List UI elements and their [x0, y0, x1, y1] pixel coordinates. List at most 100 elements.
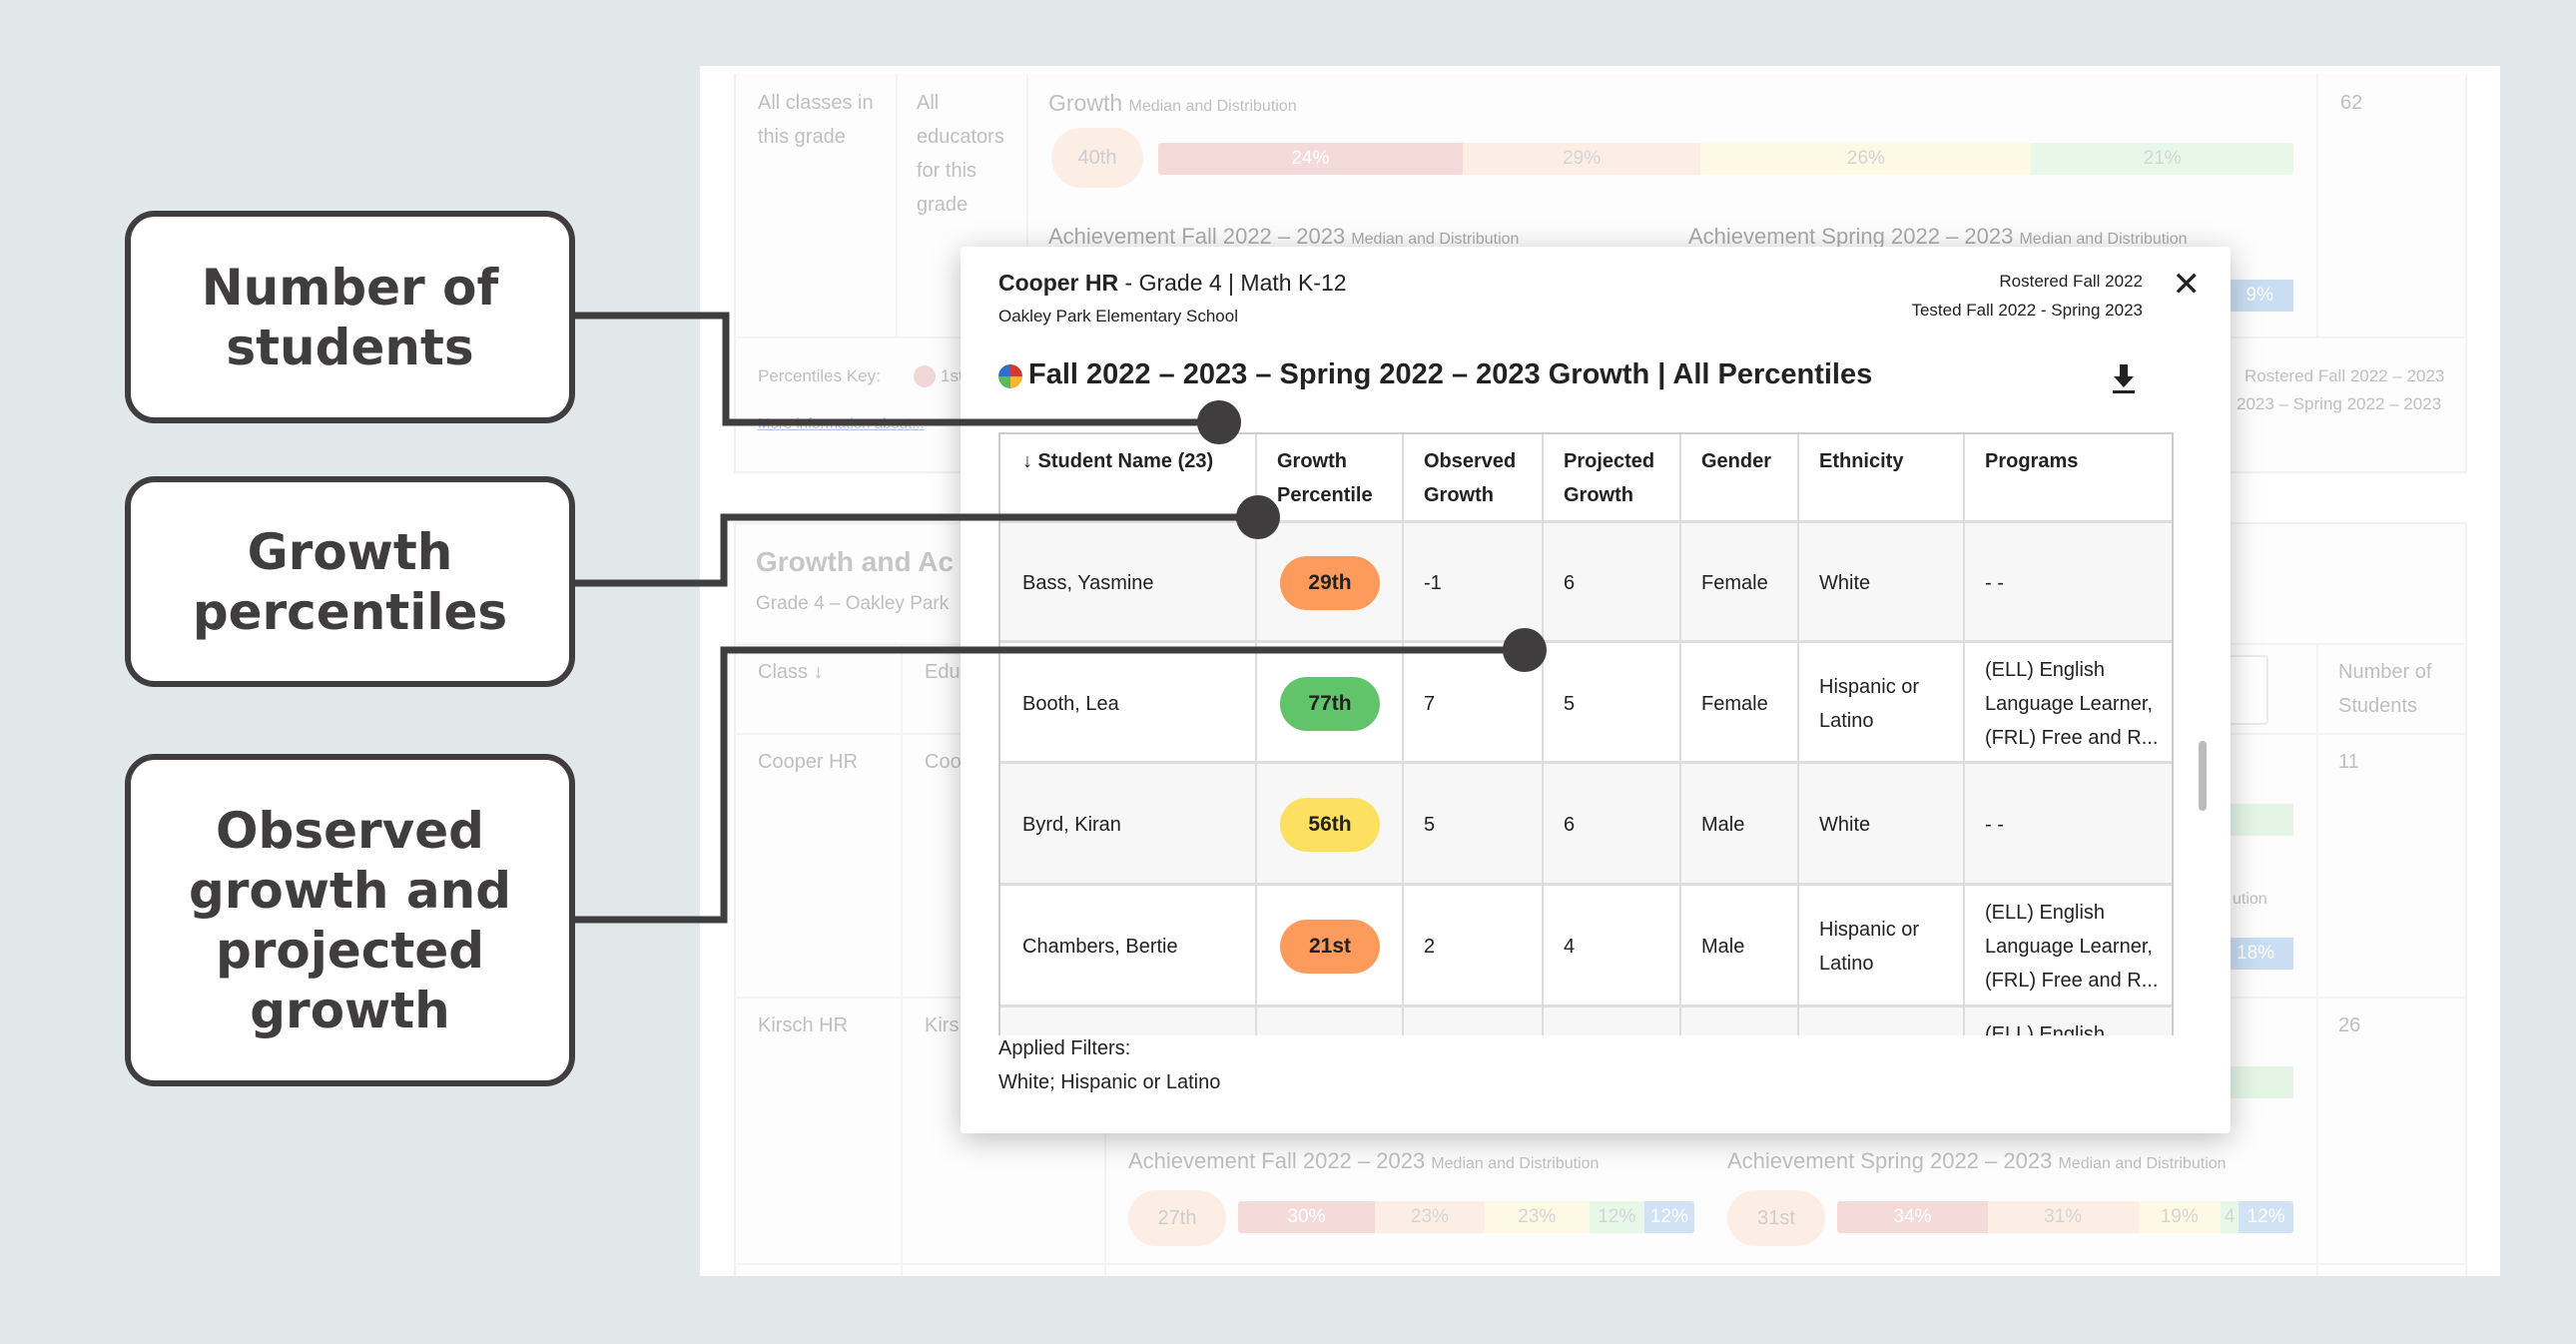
distribution-segment: 4 — [2220, 1201, 2240, 1233]
column-header-0[interactable]: ↓ Student Name (23) — [1022, 450, 1214, 472]
bottom-fall-title: Achievement Fall 2022 – 2023 Median and … — [1128, 1148, 1600, 1173]
table-row — [1000, 764, 2172, 886]
cell-prog: - - — [1985, 572, 2004, 594]
distribution-segment: 12% — [1643, 1201, 1694, 1233]
distribution-segment: 21% — [2031, 143, 2293, 175]
cell-proj: 4 — [1564, 936, 1576, 958]
column-header-6[interactable]: Programs — [1985, 450, 2079, 472]
scrollbar[interactable] — [2199, 741, 2207, 811]
percentiles-key-label: Percentiles Key: — [758, 366, 881, 385]
cell-gender: Female — [1701, 572, 1768, 594]
column-header-1[interactable]: Growth Percentile — [1277, 450, 1373, 506]
download-icon[interactable] — [2111, 364, 2137, 394]
key-swatch — [914, 365, 936, 387]
section-subtitle: Grade 4 – Oakley Park — [756, 593, 950, 614]
modal-title: Fall 2022 – 2023 – Spring 2022 – 2023 Gr… — [1028, 358, 1873, 390]
applied-filters-label: Applied Filters: — [998, 1037, 1131, 1059]
class-detail-modal: Cooper HR - Grade 4 | Math K-12 Oakley P… — [961, 247, 2231, 1133]
column-educator[interactable]: Edu — [925, 661, 961, 683]
column-class[interactable]: Class ↓ — [758, 661, 824, 683]
row-partial-bar: 18% — [2231, 938, 2293, 970]
fall-distribution-bar: 30% 23% 23% 12% 12% — [1238, 1201, 1694, 1233]
cell-gender: Male — [1701, 936, 1745, 958]
cell-name: Byrd, Kiran — [1022, 814, 1121, 836]
distribution-segment: 31% — [1987, 1201, 2139, 1233]
row-class: Kirsch HR — [758, 1014, 849, 1036]
table-row — [1000, 1008, 2172, 1035]
cell-obs: 5 — [1424, 814, 1436, 836]
growth-median-pill: 40th — [1051, 128, 1143, 188]
cell-name: Booth, Lea — [1022, 692, 1119, 715]
all-classes-label: All classes in this grade — [758, 92, 874, 148]
key-first: 1st — [941, 366, 964, 385]
row-growth-bar — [2231, 804, 2293, 836]
column-divider — [1797, 434, 1799, 1035]
table-row — [1000, 523, 2172, 643]
table-row — [1000, 643, 2172, 764]
rostered-label: Rostered Fall 2022 — [1999, 272, 2143, 291]
all-educators-label: All educators for this grade — [917, 92, 1004, 216]
section-title: Growth and Ac — [756, 546, 955, 577]
row-partial-label: ution — [2233, 891, 2267, 908]
cell-name: Bass, Yasmine — [1022, 572, 1154, 594]
connector-dot — [1236, 495, 1280, 539]
column-header-3[interactable]: Projected Growth — [1564, 450, 1655, 506]
student-count: 62 — [2340, 92, 2363, 114]
column-header-4[interactable]: Gender — [1701, 450, 1772, 472]
growth-chart-icon — [998, 364, 1022, 388]
bottom-spring-title: Achievement Spring 2022 – 2023 Median an… — [1727, 1148, 2227, 1173]
cell-prog-partial: (ELL) English — [1985, 1023, 2106, 1035]
distribution-segment: 23% — [1375, 1201, 1485, 1233]
modal-school: Oakley Park Elementary School — [998, 307, 1238, 326]
distribution-segment: 12% — [1589, 1201, 1644, 1233]
key-tested: 2023 – Spring 2022 – 2023 — [2237, 394, 2442, 413]
distribution-segment: 24% — [1158, 143, 1463, 175]
connector-dot — [1503, 628, 1547, 672]
column-divider — [1402, 434, 1404, 1035]
cell-proj: 6 — [1564, 572, 1576, 594]
column-divider — [1255, 434, 1257, 1035]
cell-prog: - - — [1985, 814, 2004, 836]
column-header-2[interactable]: Observed Growth — [1424, 450, 1517, 506]
row-educator: Kirs — [925, 1014, 960, 1036]
callout-number-of-students: Number of students — [125, 211, 575, 423]
cell-gender: Male — [1701, 814, 1745, 836]
cell-proj: 6 — [1564, 814, 1576, 836]
close-icon[interactable]: ✕ — [2172, 266, 2202, 304]
row-count: 11 — [2338, 751, 2359, 773]
applied-filters-value: White; Hispanic or Latino — [998, 1071, 1221, 1093]
column-divider — [1963, 434, 1965, 1035]
row-educator: Coo — [925, 751, 962, 773]
growth-distribution-bar: 24% 29% 26% 21% — [1158, 143, 2293, 175]
distribution-segment: 26% — [1700, 143, 2032, 175]
growth-title: Growth Median and Distribution — [1048, 90, 1297, 116]
row-count: 26 — [2338, 1014, 2361, 1036]
cell-obs: 2 — [1424, 936, 1436, 958]
growth-percentile-badge: 29th — [1280, 556, 1380, 610]
growth-percentile-badge: 77th — [1280, 676, 1380, 731]
cell-prog: (ELL) English Language Learner, (FRL) Fr… — [1985, 902, 2159, 992]
cell-eth: White — [1819, 572, 1871, 594]
growth-percentile-badge: 21st — [1280, 920, 1380, 974]
cell-eth: White — [1819, 814, 1871, 836]
ach-spring-title: Achievement Spring 2022 – 2023 Median an… — [1688, 224, 2188, 249]
distribution-segment: 19% — [2138, 1201, 2221, 1233]
connector-dot — [1197, 400, 1241, 444]
column-number-of-students: Number of Students — [2338, 661, 2432, 717]
row-class: Cooper HR — [758, 751, 859, 773]
growth-percentile-badge: 56th — [1280, 798, 1380, 852]
cell-proj: 5 — [1564, 692, 1576, 715]
column-header-5[interactable]: Ethnicity — [1819, 450, 1904, 472]
cell-obs: -1 — [1424, 572, 1442, 594]
key-rostered: Rostered Fall 2022 – 2023 — [2245, 366, 2445, 385]
fall-median-pill: 27th — [1128, 1190, 1226, 1246]
distribution-segment: 12% — [2239, 1201, 2293, 1233]
distribution-segment: 30% — [1238, 1201, 1376, 1233]
cell-gender: Female — [1701, 692, 1768, 715]
callout-observed-projected-growth: Observed growth and projected growth — [125, 754, 575, 1086]
modal-class-heading: Cooper HR - Grade 4 | Math K-12 — [998, 270, 1347, 296]
tested-label: Tested Fall 2022 - Spring 2023 — [1911, 301, 2143, 320]
column-divider — [1679, 434, 1681, 1035]
distribution-segment: 23% — [1484, 1201, 1590, 1233]
